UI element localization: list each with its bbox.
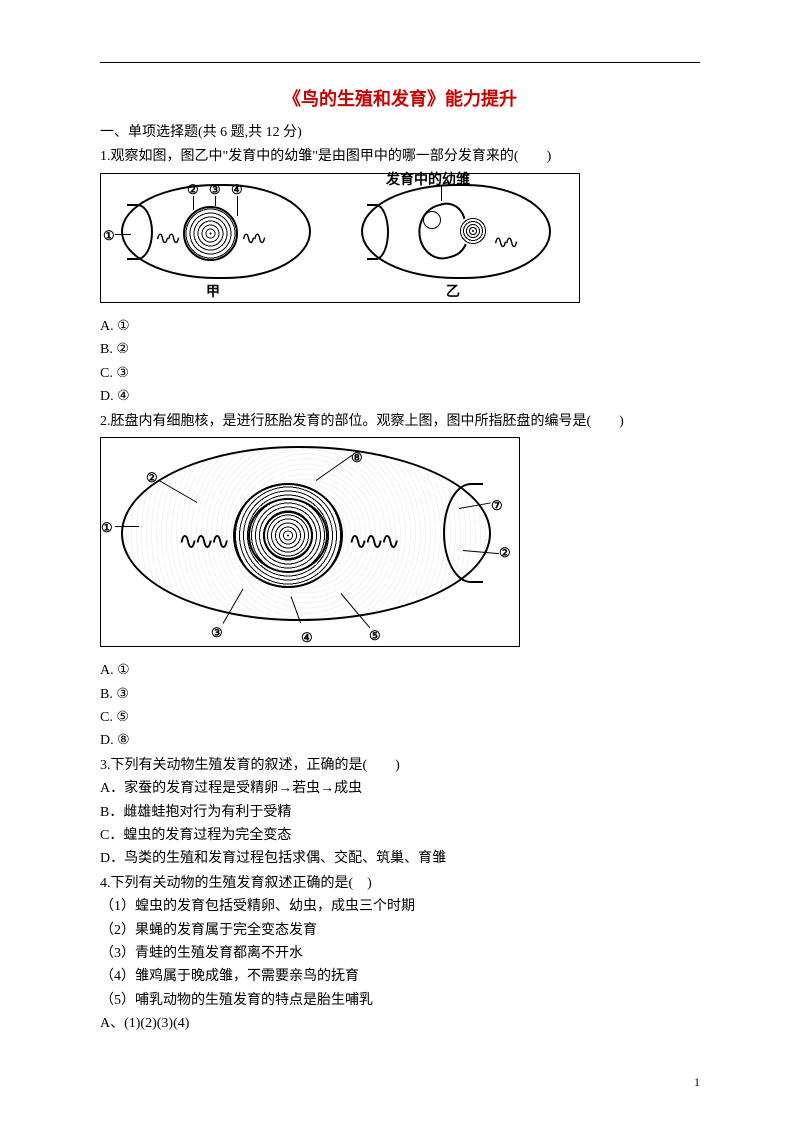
q4-item-5: （5）哺乳动物的生殖发育的特点是胎生哺乳 xyxy=(100,990,700,1012)
caption-yi: 乙 xyxy=(446,282,460,304)
q2-stem: 2.胚盘内有细胞核，是进行胚胎发育的部位。观察上图，图中所指胚盘的编号是( ) xyxy=(100,411,700,433)
q4-item-4: （4）雏鸡属于晚成雏，不需要亲鸟的抚育 xyxy=(100,966,700,988)
q1-opt-d: D. ④ xyxy=(100,386,700,408)
q3-opt-a: A．家蚕的发育过程是受精卵→若虫→成虫 xyxy=(100,778,700,800)
q2-opt-b: B. ③ xyxy=(100,684,700,706)
q2-figure: ∿∿∿ ∿∿∿ ① ② ⑧ ⑦ ② ③ ④ ⑤ xyxy=(100,437,520,647)
q3-opt-b: B．雌雄蛙抱对行为有利于受精 xyxy=(100,802,700,824)
q4-item-1: （1）蝗虫的发育包括受精卵、幼虫，成虫三个时期 xyxy=(100,896,700,918)
q3-stem: 3.下列有关动物生殖发育的叙述，正确的是( ) xyxy=(100,755,700,777)
q4-stem: 4.下列有关动物的生殖发育叙述正确的是( ) xyxy=(100,873,700,895)
q2-opt-c: C. ⑤ xyxy=(100,707,700,729)
page-number: 1 xyxy=(694,1073,700,1092)
label-1: ① xyxy=(103,226,115,247)
q1-opt-b: B. ② xyxy=(100,339,700,361)
q3-opt-c: C．蝗虫的发育过程为完全变态 xyxy=(100,825,700,847)
egg-large: ∿∿∿ ∿∿∿ xyxy=(121,446,491,621)
egg-jia: ∿∿ ∿∿ ② ③ ④ xyxy=(121,184,311,279)
q1-opt-c: C. ③ xyxy=(100,363,700,385)
q4-item-2: （2）果蝇的发育属于完全变态发育 xyxy=(100,920,700,942)
q1-opt-a: A. ① xyxy=(100,316,700,338)
page-title: 《鸟的生殖和发育》能力提升 xyxy=(100,85,700,114)
q4-opt-a: A、(1)(2)(3)(4) xyxy=(100,1013,700,1035)
q1-stem: 1.观察如图，图乙中"发育中的幼雏"是由图甲中的哪一部分发育来的( ) xyxy=(100,146,700,168)
egg-yi: ∿∿ xyxy=(361,184,551,279)
q3-opt-d: D．鸟类的生殖和发育过程包括求偶、交配、筑巢、育雏 xyxy=(100,848,700,870)
q1-figure: ∿∿ ∿∿ ② ③ ④ ① 甲 发育中的幼雏 ∿∿ 乙 xyxy=(100,173,580,303)
q2-opt-a: A. ① xyxy=(100,660,700,682)
section-heading: 一、单项选择题(共 6 题,共 12 分) xyxy=(100,122,700,144)
q4-item-3: （3）青蛙的生殖发育都离不开水 xyxy=(100,943,700,965)
top-rule xyxy=(100,62,700,63)
q2-opt-d: D. ⑧ xyxy=(100,730,700,752)
caption-jia: 甲 xyxy=(206,282,220,304)
